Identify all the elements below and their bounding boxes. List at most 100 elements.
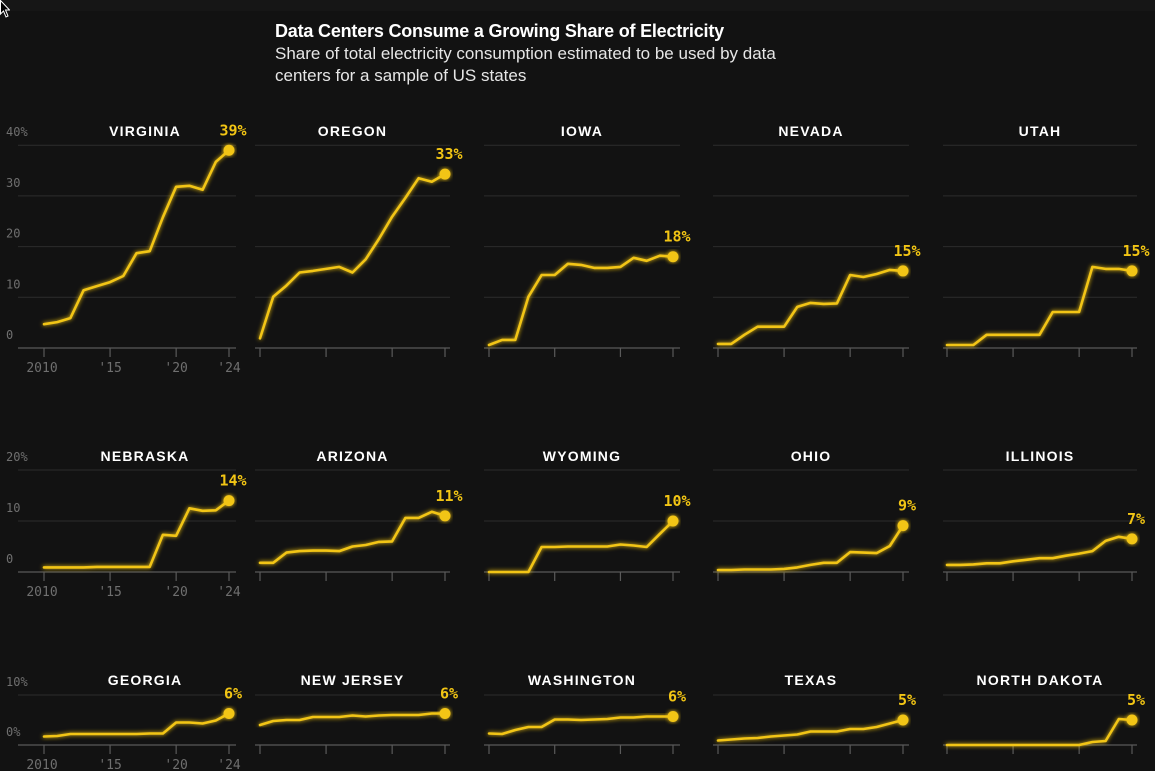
panel-oregon: OREGON 33% — [255, 123, 463, 357]
end-value-label: 15% — [893, 242, 920, 260]
panel-virginia: 2010 '15 '20 '24 0 10 20 30 40% VIRGINIA 39% — [6, 121, 247, 376]
end-point-marker — [223, 144, 235, 156]
end-value-label: 33% — [435, 145, 462, 163]
y-tick-label: 20 — [6, 227, 20, 241]
series-line — [716, 524, 905, 572]
end-point-marker — [1126, 533, 1138, 545]
x-tick-label: '20 — [164, 585, 187, 600]
end-point-marker — [1126, 714, 1138, 726]
end-value-label: 15% — [1122, 242, 1149, 260]
panel-georgia: 2010 '15 '20 '24 0% 10% GEORGIA 6% — [6, 672, 242, 771]
y-tick-label: 10 — [6, 501, 20, 515]
panel-washington: WASHINGTON 6% — [484, 672, 686, 754]
end-value-label: 5% — [1127, 691, 1145, 709]
series-line — [716, 718, 905, 742]
x-tick-label: '15 — [98, 361, 121, 376]
state-name: IOWA — [561, 123, 603, 139]
series-line — [42, 712, 231, 738]
x-tick-label: 2010 — [26, 758, 57, 771]
end-value-label: 7% — [1127, 510, 1145, 528]
top-bar — [0, 0, 1155, 11]
x-tick-label: '15 — [98, 758, 121, 771]
series-line — [487, 254, 675, 347]
series-line — [945, 535, 1134, 567]
end-value-label: 18% — [663, 228, 690, 246]
end-value-label: 9% — [898, 497, 916, 515]
end-point-marker — [223, 708, 235, 719]
end-value-label: 5% — [898, 691, 916, 709]
x-tick-label: '20 — [164, 758, 187, 771]
end-value-label: 6% — [440, 685, 458, 703]
state-name: ILLINOIS — [1006, 448, 1075, 464]
panel-texas: TEXAS 5% — [713, 672, 916, 754]
end-point-marker — [897, 265, 909, 277]
state-name: UTAH — [1019, 123, 1062, 139]
end-value-label: 6% — [224, 685, 242, 703]
end-point-marker — [1126, 265, 1138, 277]
panel-new-jersey: NEW JERSEY 6% — [255, 672, 458, 754]
panel-ohio: OHIO 9% — [713, 448, 916, 581]
end-value-label: 6% — [668, 688, 686, 706]
state-name: NEBRASKA — [101, 448, 190, 464]
chart-header: Data Centers Consume a Growing Share of … — [275, 20, 895, 87]
series-line — [42, 499, 231, 569]
y-tick-label: 10% — [6, 675, 28, 689]
x-tick-label: 2010 — [26, 361, 57, 376]
end-value-label: 10% — [663, 492, 690, 510]
end-value-label: 39% — [219, 121, 246, 139]
x-tick-label: 2010 — [26, 585, 57, 600]
state-name: NEVADA — [778, 123, 843, 139]
y-tick-label: 40% — [6, 125, 28, 139]
y-tick-label: 0 — [6, 328, 13, 342]
x-tick-label: '24 — [217, 758, 241, 771]
x-tick-label: '15 — [98, 585, 121, 600]
series-line — [42, 149, 231, 326]
end-point-marker — [439, 168, 451, 180]
state-name: WYOMING — [543, 448, 621, 464]
end-point-marker — [667, 515, 679, 527]
chart-title: Data Centers Consume a Growing Share of … — [275, 21, 724, 41]
panel-iowa: IOWA 18% — [484, 123, 691, 357]
panel-wyoming: WYOMING 10% — [484, 448, 691, 581]
end-point-marker — [667, 711, 679, 722]
panel-nebraska: 2010 '15 '20 '24 0 10 20% NEBRASKA 14% — [6, 448, 247, 600]
state-name: TEXAS — [785, 672, 838, 688]
state-name: NORTH DAKOTA — [977, 672, 1104, 688]
end-point-marker — [439, 708, 451, 719]
y-tick-label: 30 — [6, 176, 20, 190]
panels-group: 2010 '15 '20 '24 0 10 20 30 40% VIRGINIA 39% OREGON… — [6, 121, 1150, 771]
series-line — [487, 519, 675, 574]
state-name: VIRGINIA — [109, 123, 181, 139]
y-tick-label: 0% — [6, 725, 21, 739]
series-line — [945, 717, 1134, 747]
panel-north-dakota: NORTH DAKOTA 5% — [943, 672, 1145, 754]
state-name: ARIZONA — [316, 448, 388, 464]
panel-utah: UTAH 15% — [943, 123, 1150, 357]
series-line — [258, 510, 447, 565]
series-line — [716, 268, 905, 346]
state-name: NEW JERSEY — [301, 672, 405, 688]
panel-illinois: ILLINOIS 7% — [943, 448, 1145, 581]
end-value-label: 14% — [219, 472, 246, 490]
panel-nevada: NEVADA 15% — [713, 123, 921, 357]
x-tick-label: '24 — [217, 361, 241, 376]
end-value-label: 11% — [435, 487, 462, 505]
series-line — [945, 265, 1134, 347]
chart-subtitle-line-2: centers for a sample of US states — [275, 66, 527, 85]
end-point-marker — [897, 714, 909, 726]
y-tick-label: 20% — [6, 450, 28, 464]
x-tick-label: '20 — [164, 361, 187, 376]
end-point-marker — [667, 251, 679, 263]
panel-arizona: ARIZONA 11% — [255, 448, 463, 581]
state-name: OHIO — [791, 448, 832, 464]
series-line — [258, 172, 447, 340]
end-point-marker — [439, 510, 451, 522]
series-line — [258, 712, 447, 727]
chart-subtitle: Share of total electricity consumption e… — [275, 43, 895, 87]
chart-subtitle-line-1: Share of total electricity consumption e… — [275, 44, 776, 63]
end-point-marker — [223, 495, 235, 507]
state-name: WASHINGTON — [528, 672, 636, 688]
y-tick-label: 0 — [6, 552, 13, 566]
end-point-marker — [897, 520, 909, 532]
